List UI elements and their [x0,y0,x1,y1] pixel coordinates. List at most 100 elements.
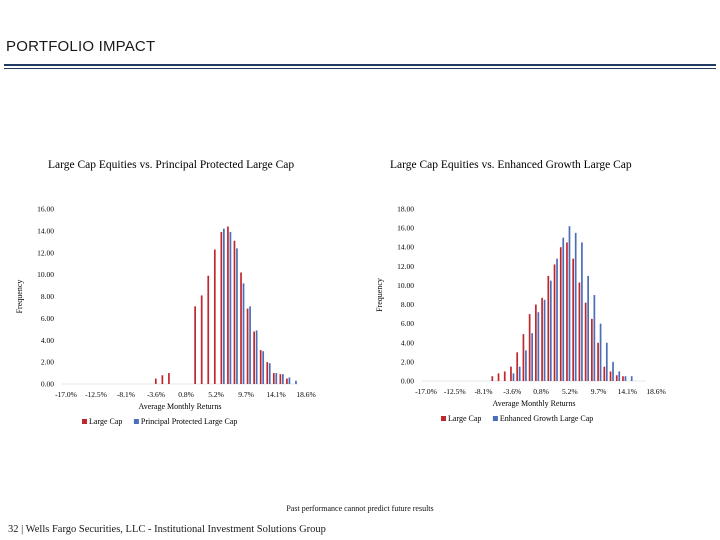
footer-company: Wells Fargo Securities, LLC - Institutio… [25,524,326,535]
y-tick-label: 10.00 [37,270,54,279]
bar-comparison [581,242,583,381]
bar-large-cap [597,342,599,381]
bar-large-cap [584,302,587,381]
x-tick-label: -8.1% [474,387,492,396]
bar-large-cap [572,258,575,381]
x-tick-label: 5.2% [562,387,578,396]
bar-comparison [574,232,577,381]
x-tick-label: 18.6% [296,390,315,399]
bar-large-cap [535,304,537,381]
bar-comparison [282,374,284,384]
bar-large-cap [547,275,550,381]
y-tick-label: 6.00 [401,319,414,328]
bar-large-cap [553,264,556,381]
bar-large-cap [168,373,170,384]
bar-large-cap [510,366,512,381]
bar-large-cap [213,249,216,384]
x-tick-label: -12.5% [444,387,466,396]
slide-title: PORTFOLIO IMPACT [6,38,156,55]
bar-large-cap [578,282,581,381]
bar-comparison [531,333,533,381]
bar-large-cap [603,366,606,381]
legend-swatch [441,416,446,421]
bar-large-cap [622,376,624,381]
bar-large-cap [286,378,288,384]
x-tick-label: 9.7% [591,387,607,396]
bar-comparison [599,323,602,381]
page-footer: 32 | Wells Fargo Securities, LLC - Insti… [8,524,326,535]
legend-label: Principal Protected Large Cap [141,417,238,426]
legend-swatch [492,416,498,421]
y-tick-label: 12.00 [397,262,414,271]
bar-comparison [525,350,527,381]
y-tick-label: 12.00 [37,248,54,257]
page-number: 32 [8,524,19,535]
chart-title-left: Large Cap Equities vs. Principal Protect… [48,159,295,171]
bar-large-cap [207,275,210,384]
bar-large-cap [272,373,275,384]
bar-large-cap [566,242,568,381]
y-axis-label: Frequency [15,280,24,314]
bar-comparison [556,258,558,381]
y-tick-label: 18.00 [397,205,414,214]
bar-large-cap [154,378,157,384]
bar-large-cap [246,308,249,384]
bar-large-cap [253,331,255,384]
bar-large-cap [491,376,494,381]
bar-large-cap [528,314,531,381]
bar-comparison [242,283,245,384]
bar-comparison [518,366,521,381]
bar-large-cap [161,375,164,384]
title-divider [4,64,716,66]
bar-comparison [568,226,571,381]
bar-comparison [624,376,627,381]
bar-large-cap [233,240,236,384]
bar-large-cap [615,375,618,381]
legend-label: Large Cap [89,417,122,426]
x-tick-label: -17.0% [55,390,77,399]
legend-swatch [82,419,87,424]
y-tick-label: 14.00 [397,243,414,252]
chart-right: 0.00 2.00 4.00 6.00 8.00 10.00 12.00 14.00 16.00… [375,205,666,424]
bar-comparison [549,280,552,381]
x-tick-label: -3.6% [503,387,521,396]
bar-comparison [587,275,589,381]
bar-comparison [288,377,291,384]
bar-comparison [537,312,540,381]
x-tick-label: -8.1% [117,390,135,399]
y-tick-label: 0.00 [401,377,414,386]
bar-comparison [612,361,614,381]
bar-large-cap [541,297,543,381]
title-divider-thin [4,68,716,69]
bar-large-cap [227,226,229,384]
y-tick-label: 8.00 [401,300,414,309]
x-tick-label: 9.7% [238,390,254,399]
x-axis-label: Average Monthly Returns [493,399,576,408]
bar-comparison [223,228,225,384]
bar-large-cap [220,231,223,384]
bar-large-cap [591,318,593,381]
y-tick-label: 2.00 [41,358,54,367]
x-tick-label: 14.1% [618,387,637,396]
legend-label: Large Cap [448,414,481,423]
x-tick-label: 14.1% [266,390,285,399]
bar-large-cap [516,352,519,381]
bar-comparison [618,371,621,381]
bar-comparison [593,295,596,381]
bar-comparison [229,231,232,384]
bar-large-cap [503,371,506,381]
y-tick-label: 2.00 [401,357,414,366]
bar-comparison [543,299,546,381]
x-tick-label: 0.8% [533,387,549,396]
bar-large-cap [497,373,500,381]
chart-left: 0.00 2.00 4.00 6.00 8.00 10.00 12.00 14.00 16.00… [15,205,316,427]
y-tick-label: 10.00 [397,281,414,290]
bar-comparison [630,376,633,381]
bar-comparison [605,342,608,381]
bar-large-cap [522,334,525,381]
disclaimer-footnote: Past performance cannot predict future r… [286,504,434,513]
y-tick-label: 16.00 [397,224,414,233]
y-tick-label: 8.00 [41,292,54,301]
x-tick-label: 5.2% [208,390,224,399]
x-tick-label: -3.6% [147,390,165,399]
